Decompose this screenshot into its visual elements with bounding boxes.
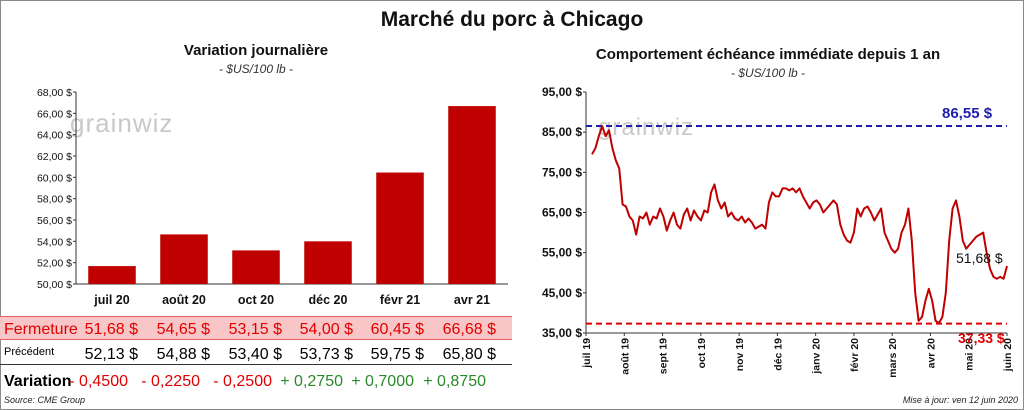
y-tick-label: 95,00 $: [542, 85, 582, 99]
y-tick-label: 56,00 $: [37, 215, 72, 227]
bar: [232, 250, 280, 284]
previous-cell: 54,88 $: [156, 346, 210, 363]
y-tick-label: 54,00 $: [37, 236, 72, 248]
x-tick-label: janv 20: [811, 338, 823, 375]
x-tick-label: mai 20: [964, 338, 976, 371]
bar: [160, 234, 208, 284]
y-tick-label: 75,00 $: [542, 165, 582, 179]
x-tick-label: juil 19: [581, 338, 593, 369]
close-cell: 51,68 $: [84, 321, 138, 338]
x-tick-label: nov 19: [734, 338, 746, 371]
previous-cell: 59,75 $: [370, 346, 424, 363]
close-row-label: Fermeture: [4, 321, 78, 338]
close-row: Fermeture 51,68 $ 54,65 $ 53,15 $ 54,00 …: [0, 316, 512, 340]
close-cell: 54,65 $: [156, 321, 210, 338]
previous-row-label: Précédent: [4, 346, 55, 358]
low-value-label: 37,33 $: [958, 330, 1005, 346]
y-tick-label: 64,00 $: [37, 130, 72, 142]
price-line: [591, 125, 1008, 324]
x-tick-label: mars 20: [887, 338, 899, 378]
x-tick-label: févr 21: [380, 293, 420, 307]
previous-cell: 65,80 $: [442, 346, 496, 363]
source-note: Source: CME Group: [4, 395, 86, 405]
x-tick-label: oct 20: [238, 293, 274, 307]
close-cell: 60,45 $: [370, 321, 424, 338]
y-tick-label: 45,00 $: [542, 286, 582, 300]
change-cell: + 0,8750: [423, 373, 486, 390]
x-tick-label: déc 19: [772, 338, 784, 371]
left-chart-title: Variation journalière: [183, 42, 329, 59]
right-line-chart: 35,00 $ 45,00 $ 55,00 $ 65,00 $ 75,00 $ 85,00…: [542, 85, 1014, 378]
right-watermark: grainwiz: [598, 114, 695, 141]
left-bar-chart: 50,00 $ 52,00 $ 54,00 $ 56,00 $ 58,00 $ 60,00…: [37, 87, 508, 307]
previous-cell: 53,73 $: [299, 346, 353, 363]
x-tick-label: sept 19: [658, 338, 670, 374]
left-watermark: grainwiz: [70, 108, 174, 138]
y-tick-label: 55,00 $: [542, 246, 582, 260]
x-tick-label: août 19: [619, 338, 631, 375]
bar: [88, 266, 136, 284]
y-tick-label: 62,00 $: [37, 151, 72, 163]
last-value-label: 51,68 $: [956, 250, 1003, 266]
x-tick-label: juil 20: [93, 293, 129, 307]
bar: [376, 172, 424, 284]
y-tick-label: 58,00 $: [37, 194, 72, 206]
left-chart-unit: - $US/100 lb -: [218, 62, 294, 76]
previous-cell: 53,40 $: [228, 346, 282, 363]
y-tick-label: 35,00 $: [542, 326, 582, 340]
close-cell: 66,68 $: [442, 321, 496, 338]
change-row-label: Variation: [4, 373, 72, 390]
high-value-label: 86,55 $: [942, 105, 993, 122]
x-tick-label: avr 21: [454, 293, 490, 307]
bar: [448, 106, 496, 284]
previous-row: Précédent 52,13 $ 54,88 $ 53,40 $ 53,73 …: [0, 342, 512, 365]
y-tick-label: 50,00 $: [37, 279, 72, 291]
update-note: Mise à jour: ven 12 juin 2020: [902, 395, 1018, 405]
change-cell: - 0,2500: [213, 373, 272, 390]
x-tick-label: août 20: [162, 293, 206, 307]
y-tick-label: 52,00 $: [37, 258, 72, 270]
y-tick-label: 85,00 $: [542, 125, 582, 139]
change-cell: + 0,7000: [351, 373, 414, 390]
change-cell: - 0,2250: [141, 373, 200, 390]
main-title: Marché du porc à Chicago: [380, 8, 644, 31]
x-tick-label: déc 20: [309, 293, 348, 307]
bar: [304, 241, 352, 284]
x-tick-label: avr 20: [925, 338, 937, 369]
x-tick-label: oct 19: [696, 338, 708, 369]
close-cell: 53,15 $: [228, 321, 282, 338]
x-tick-label: févr 20: [849, 338, 861, 372]
right-chart-unit: - $US/100 lb -: [730, 66, 806, 80]
x-tick-label: juin 20: [1002, 338, 1014, 372]
y-tick-label: 66,00 $: [37, 108, 72, 120]
change-cell: - 0,4500: [69, 373, 128, 390]
y-tick-label: 68,00 $: [37, 87, 72, 99]
previous-cell: 52,13 $: [84, 346, 138, 363]
y-tick-label: 65,00 $: [542, 206, 582, 220]
close-cell: 54,00 $: [299, 321, 353, 338]
y-tick-label: 60,00 $: [37, 172, 72, 184]
right-chart-title: Comportement échéance immédiate depuis 1…: [595, 46, 941, 63]
change-row: Variation - 0,4500 - 0,2250 - 0,2500 + 0…: [0, 369, 512, 391]
change-cell: + 0,2750: [280, 373, 343, 390]
